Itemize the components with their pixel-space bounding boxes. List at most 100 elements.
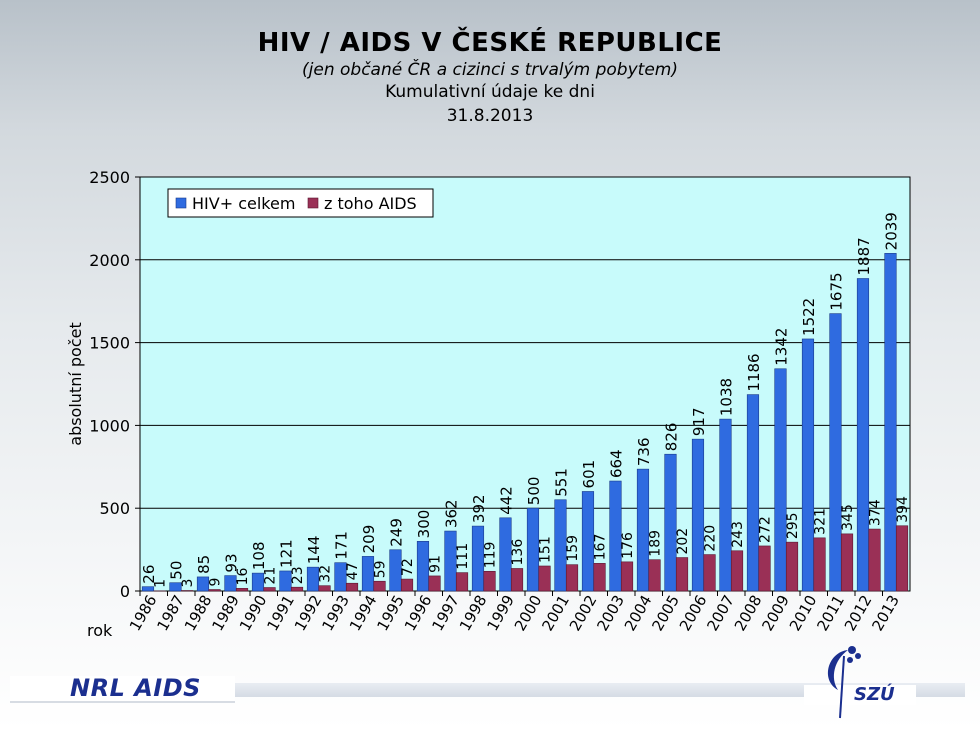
bar-aids — [648, 559, 661, 592]
bar-aids — [538, 565, 551, 592]
data-label-aids: 374 — [868, 499, 884, 526]
x-tick-label: 2013 — [868, 592, 903, 634]
x-tick-label: 2010 — [786, 592, 821, 634]
data-label-hiv: 108 — [250, 541, 268, 570]
x-tick-label: 2006 — [676, 592, 711, 634]
page-subtitle: (jen občané ČR a cizinci s trvalým pobyt… — [302, 60, 678, 80]
data-label-hiv: 85 — [195, 555, 213, 574]
bar-aids — [730, 550, 744, 592]
x-tick-label: 1994 — [346, 592, 381, 634]
y-tick-label: 1500 — [89, 334, 130, 353]
nrl-aids-logo: NRL AIDS — [70, 674, 201, 702]
data-label-hiv: 1038 — [717, 378, 735, 416]
bar-hiv — [526, 507, 540, 592]
szu-logo-dot — [848, 646, 856, 654]
bar-hiv — [719, 418, 732, 592]
data-label-aids: 9 — [208, 578, 224, 587]
data-label-aids: 243 — [730, 521, 746, 548]
data-label-hiv: 1522 — [800, 298, 818, 336]
page-title: HIV / AIDS V ČESKÉ REPUBLICE — [257, 28, 723, 58]
bar-hiv — [774, 368, 787, 592]
data-label-aids: 3 — [180, 579, 196, 588]
data-label-hiv: 249 — [387, 518, 405, 547]
data-label-hiv: 392 — [470, 494, 488, 523]
x-tick-label: 2001 — [538, 592, 573, 634]
bar-aids — [510, 568, 524, 592]
bar-hiv — [141, 586, 155, 592]
title-block: HIV / AIDS V ČESKÉ REPUBLICE (jen občané… — [0, 28, 980, 126]
data-label-aids: 47 — [345, 562, 361, 580]
bar-aids — [290, 586, 304, 592]
bar-hiv — [801, 338, 815, 592]
bar-hiv — [389, 549, 402, 592]
legend-swatch-hiv — [175, 197, 187, 209]
cumulative-label: Kumulativní údaje ke dni — [385, 82, 595, 102]
bar-hiv — [856, 278, 870, 592]
bar-aids — [840, 533, 854, 592]
x-tick-label: 1990 — [236, 592, 271, 634]
bar-hiv — [169, 582, 182, 592]
data-label-hiv: 2039 — [882, 212, 900, 250]
bar-hiv — [581, 491, 595, 592]
bar-hiv — [554, 499, 567, 592]
bar-hiv — [306, 566, 320, 592]
data-label-aids: 23 — [290, 566, 306, 584]
bar-aids — [345, 582, 359, 592]
legend-label-aids: z toho AIDS — [324, 194, 417, 213]
bar-hiv — [691, 438, 705, 592]
data-label-hiv: 144 — [305, 536, 323, 565]
bar-hiv — [334, 562, 347, 592]
data-label-aids: 295 — [785, 512, 801, 539]
data-label-hiv: 917 — [690, 408, 708, 437]
y-tick-label: 2500 — [89, 168, 130, 187]
bar-aids — [675, 557, 689, 592]
data-label-aids: 321 — [813, 508, 829, 535]
szu-logo-dot — [847, 657, 853, 663]
data-label-hiv: 26 — [140, 565, 158, 584]
x-tick-label: 2007 — [703, 592, 738, 634]
data-label-hiv: 209 — [360, 525, 378, 554]
x-tick-label: 2002 — [566, 592, 601, 634]
bar-aids — [868, 528, 881, 592]
szu-logo-dot — [855, 653, 861, 659]
data-label-aids: 32 — [318, 565, 334, 583]
bar-aids — [483, 570, 496, 592]
data-label-hiv: 1887 — [855, 237, 873, 275]
data-label-hiv: 551 — [552, 468, 570, 497]
data-label-hiv: 171 — [332, 531, 350, 560]
bar-aids — [428, 575, 441, 592]
data-label-hiv: 601 — [580, 460, 598, 489]
bar-hiv — [636, 468, 650, 592]
x-tick-label: 1998 — [456, 592, 491, 634]
data-label-aids: 176 — [620, 532, 636, 559]
data-label-hiv: 664 — [607, 449, 625, 478]
data-label-hiv: 93 — [222, 554, 240, 573]
szu-logo: SZÚ — [804, 646, 916, 719]
data-label-hiv: 1675 — [827, 272, 845, 310]
x-tick-label: 2000 — [511, 592, 546, 634]
x-tick-label: 1988 — [181, 592, 216, 634]
data-label-aids: 189 — [648, 530, 664, 557]
data-label-aids: 272 — [758, 516, 774, 543]
legend-box — [167, 188, 434, 218]
szu-logo-text: SZÚ — [854, 683, 895, 705]
bar-hiv — [251, 572, 265, 592]
bar-hiv — [471, 525, 485, 592]
bar-hiv — [361, 556, 375, 592]
bar-aids — [758, 545, 771, 592]
data-label-hiv: 121 — [277, 539, 295, 568]
data-label-aids: 159 — [565, 535, 581, 562]
x-tick-label: 2004 — [621, 592, 656, 634]
data-label-hiv: 442 — [497, 486, 515, 515]
x-tick-label: 2008 — [731, 592, 766, 634]
bar-aids — [235, 588, 249, 592]
legend-swatch-aids — [307, 197, 319, 209]
x-tick-label: 1993 — [318, 592, 353, 634]
bar-hiv — [664, 453, 677, 592]
x-tick-label: 2009 — [758, 592, 793, 634]
data-label-hiv: 1186 — [745, 353, 763, 391]
szu-logo-swoosh — [827, 650, 848, 690]
bar-aids — [895, 525, 909, 592]
bar-hiv — [609, 480, 622, 592]
